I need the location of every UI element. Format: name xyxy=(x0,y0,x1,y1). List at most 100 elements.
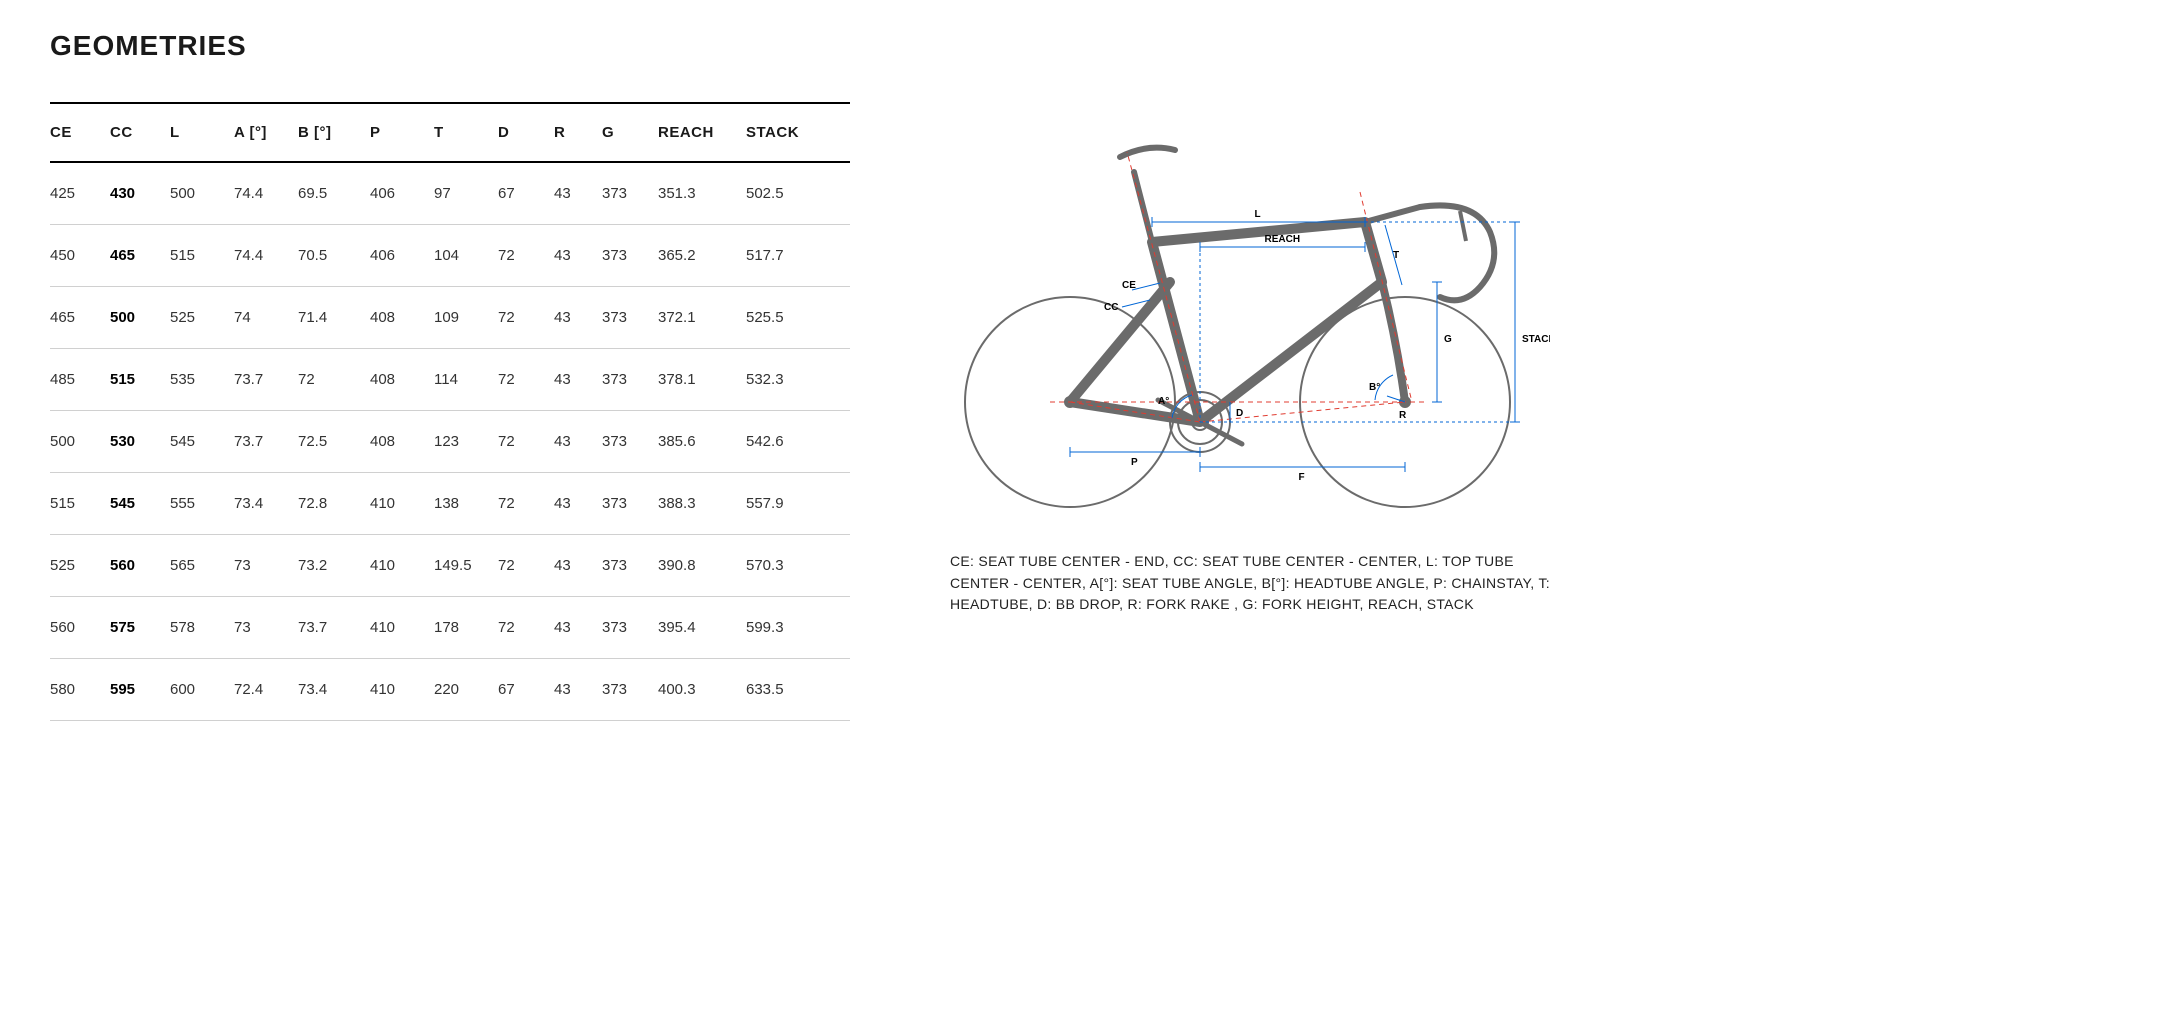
table-cell: 570.3 xyxy=(746,535,850,597)
svg-text:STACK: STACK xyxy=(1522,334,1550,345)
table-row: 45046551574.470.54061047243373365.2517.7 xyxy=(50,225,850,287)
table-cell: 378.1 xyxy=(658,349,746,411)
table-header-cell: G xyxy=(602,103,658,162)
table-cell: 400.3 xyxy=(658,659,746,721)
table-cell: 43 xyxy=(554,473,602,535)
table-header-cell: R xyxy=(554,103,602,162)
table-cell: 560 xyxy=(50,597,110,659)
table-cell: 599.3 xyxy=(746,597,850,659)
table-cell: 73.4 xyxy=(234,473,298,535)
svg-text:R: R xyxy=(1399,410,1407,421)
table-cell: 406 xyxy=(370,162,434,225)
table-cell: 351.3 xyxy=(658,162,746,225)
svg-text:CE: CE xyxy=(1122,280,1136,291)
table-cell: 373 xyxy=(602,597,658,659)
svg-text:L: L xyxy=(1255,209,1261,220)
table-cell: 515 xyxy=(50,473,110,535)
table-cell: 114 xyxy=(434,349,498,411)
table-cell: 408 xyxy=(370,349,434,411)
table-cell: 43 xyxy=(554,287,602,349)
table-cell: 43 xyxy=(554,535,602,597)
table-cell: 72.5 xyxy=(298,411,370,473)
table-cell: 73.4 xyxy=(298,659,370,721)
table-cell: 97 xyxy=(434,162,498,225)
svg-text:B°: B° xyxy=(1369,382,1380,393)
svg-text:F: F xyxy=(1299,472,1305,483)
table-cell: 69.5 xyxy=(298,162,370,225)
table-cell: 408 xyxy=(370,287,434,349)
table-cell: 43 xyxy=(554,411,602,473)
table-cell: 73.7 xyxy=(298,597,370,659)
svg-text:D: D xyxy=(1236,408,1243,419)
table-cell: 74.4 xyxy=(234,162,298,225)
svg-text:A°: A° xyxy=(1158,396,1169,407)
table-cell: 580 xyxy=(50,659,110,721)
table-header-row: CECCLA [°]B [°]PTDRGREACHSTACK xyxy=(50,103,850,162)
bike-geometry-diagram: LREACHSTACKTGB°RFDPA°CCCE xyxy=(950,102,1550,522)
table-cell: 555 xyxy=(170,473,234,535)
table-cell: 545 xyxy=(170,411,234,473)
table-header-cell: P xyxy=(370,103,434,162)
table-cell: 465 xyxy=(110,225,170,287)
table-cell: 450 xyxy=(50,225,110,287)
table-cell: 517.7 xyxy=(746,225,850,287)
table-cell: 43 xyxy=(554,349,602,411)
table-cell: 525 xyxy=(50,535,110,597)
table-cell: 220 xyxy=(434,659,498,721)
table-cell: 373 xyxy=(602,349,658,411)
svg-text:P: P xyxy=(1131,457,1138,468)
table-body: 42543050074.469.5406976743373351.3502.54… xyxy=(50,162,850,721)
table-cell: 72 xyxy=(498,535,554,597)
table-cell: 138 xyxy=(434,473,498,535)
table-cell: 410 xyxy=(370,659,434,721)
table-cell: 395.4 xyxy=(658,597,746,659)
table-cell: 560 xyxy=(110,535,170,597)
table-row: 5605755787373.74101787243373395.4599.3 xyxy=(50,597,850,659)
table-cell: 515 xyxy=(170,225,234,287)
table-cell: 373 xyxy=(602,535,658,597)
table-cell: 545 xyxy=(110,473,170,535)
table-cell: 485 xyxy=(50,349,110,411)
svg-text:CC: CC xyxy=(1104,302,1118,313)
table-row: 5255605657373.2410149.57243373390.8570.3 xyxy=(50,535,850,597)
table-row: 48551553573.7724081147243373378.1532.3 xyxy=(50,349,850,411)
table-cell: 500 xyxy=(110,287,170,349)
table-cell: 43 xyxy=(554,225,602,287)
table-cell: 43 xyxy=(554,659,602,721)
table-cell: 633.5 xyxy=(746,659,850,721)
table-cell: 408 xyxy=(370,411,434,473)
table-cell: 525 xyxy=(170,287,234,349)
table-cell: 43 xyxy=(554,162,602,225)
table-row: 58059560072.473.44102206743373400.3633.5 xyxy=(50,659,850,721)
table-cell: 578 xyxy=(170,597,234,659)
table-header-cell: T xyxy=(434,103,498,162)
table-cell: 72 xyxy=(498,225,554,287)
content-layout: CECCLA [°]B [°]PTDRGREACHSTACK 425430500… xyxy=(50,102,2116,721)
table-cell: 535 xyxy=(170,349,234,411)
table-cell: 67 xyxy=(498,659,554,721)
table-cell: 178 xyxy=(434,597,498,659)
table-header-cell: D xyxy=(498,103,554,162)
table-cell: 123 xyxy=(434,411,498,473)
table-cell: 67 xyxy=(498,162,554,225)
table-cell: 72 xyxy=(498,287,554,349)
table-cell: 410 xyxy=(370,597,434,659)
table-cell: 373 xyxy=(602,287,658,349)
table-cell: 373 xyxy=(602,225,658,287)
table-cell: 388.3 xyxy=(658,473,746,535)
table-cell: 385.6 xyxy=(658,411,746,473)
table-cell: 525.5 xyxy=(746,287,850,349)
table-row: 4655005257471.44081097243373372.1525.5 xyxy=(50,287,850,349)
table-cell: 410 xyxy=(370,535,434,597)
table-cell: 74 xyxy=(234,287,298,349)
table-header-cell: CC xyxy=(110,103,170,162)
table-cell: 500 xyxy=(170,162,234,225)
table-cell: 73.2 xyxy=(298,535,370,597)
table-cell: 72 xyxy=(298,349,370,411)
diagram-panel: LREACHSTACKTGB°RFDPA°CCCE CE: SEAT TUBE … xyxy=(950,102,1550,630)
table-cell: 557.9 xyxy=(746,473,850,535)
table-row: 50053054573.772.54081237243373385.6542.6 xyxy=(50,411,850,473)
table-cell: 565 xyxy=(170,535,234,597)
table-cell: 73.7 xyxy=(234,349,298,411)
table-header-cell: L xyxy=(170,103,234,162)
